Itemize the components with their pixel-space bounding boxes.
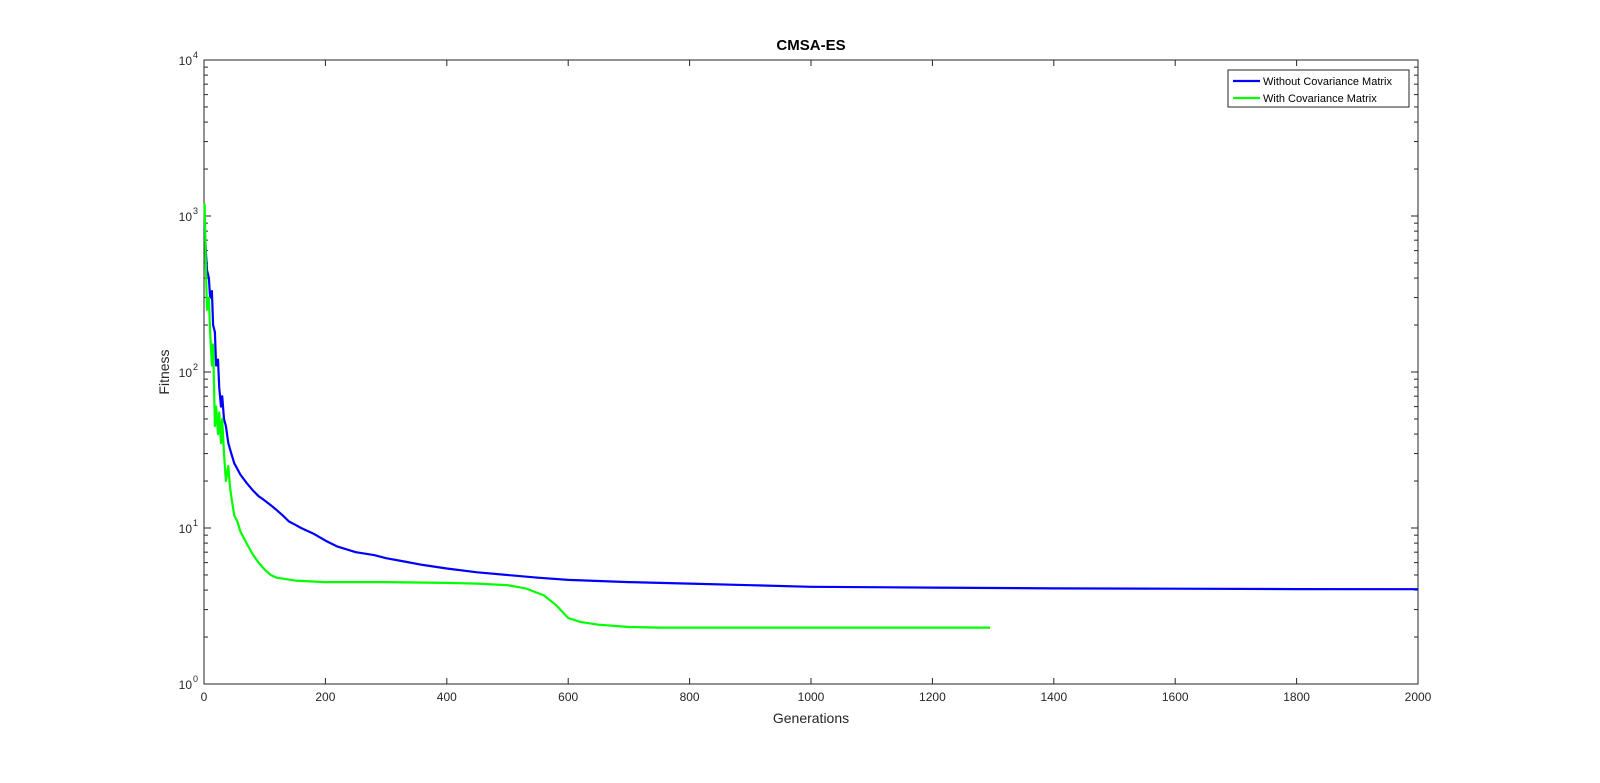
x-tick-label: 1000	[798, 690, 825, 704]
y-tick-exponent: 2	[193, 362, 198, 372]
legend: Without Covariance Matrix With Covariance…	[1227, 69, 1410, 108]
x-tick-label: 1800	[1283, 690, 1310, 704]
x-tick-label: 2000	[1405, 690, 1432, 704]
y-axis-title: Fitness	[156, 349, 172, 394]
x-tick-labels: 0 200 400 600 800 1000 1200 1400 1600 1800 2000	[201, 690, 1432, 704]
y-tick-base: 10	[179, 678, 193, 692]
chart-title: CMSA-ES	[776, 37, 845, 54]
x-tick-label: 800	[680, 690, 700, 704]
y-tick-exponent: 0	[193, 674, 198, 684]
plot-area	[203, 59, 1419, 685]
y-tick-label: 10 3	[179, 206, 198, 224]
x-tick-label: 600	[558, 690, 578, 704]
y-tick-exponent: 4	[193, 50, 198, 60]
series-line-0	[203, 223, 1419, 591]
x-tick-label: 1600	[1162, 690, 1189, 704]
y-tick-exponent: 1	[193, 518, 198, 528]
y-tick-base: 10	[179, 54, 193, 68]
y-tick-base: 10	[179, 210, 193, 224]
legend-box	[1227, 69, 1410, 108]
x-tick-label: 0	[201, 690, 208, 704]
y-tick-base: 10	[179, 366, 193, 380]
y-tick-label: 10 1	[179, 518, 198, 536]
y-tick-label: 10 0	[179, 674, 198, 692]
y-tick-base: 10	[179, 522, 193, 536]
x-tick-label: 200	[315, 690, 335, 704]
x-axis-title: Generations	[773, 710, 849, 726]
x-tick-label: 1400	[1040, 690, 1067, 704]
legend-label-1: With Covariance Matrix	[1263, 93, 1377, 105]
y-tick-label: 10 4	[179, 50, 198, 68]
legend-label-0: Without Covariance Matrix	[1263, 76, 1392, 88]
series-lines	[203, 203, 1419, 629]
x-tick-label: 400	[437, 690, 457, 704]
x-tick-label: 1200	[919, 690, 946, 704]
y-tick-exponent: 3	[193, 206, 198, 216]
y-tick-label: 10 2	[179, 362, 198, 380]
series-line-1	[203, 203, 991, 629]
